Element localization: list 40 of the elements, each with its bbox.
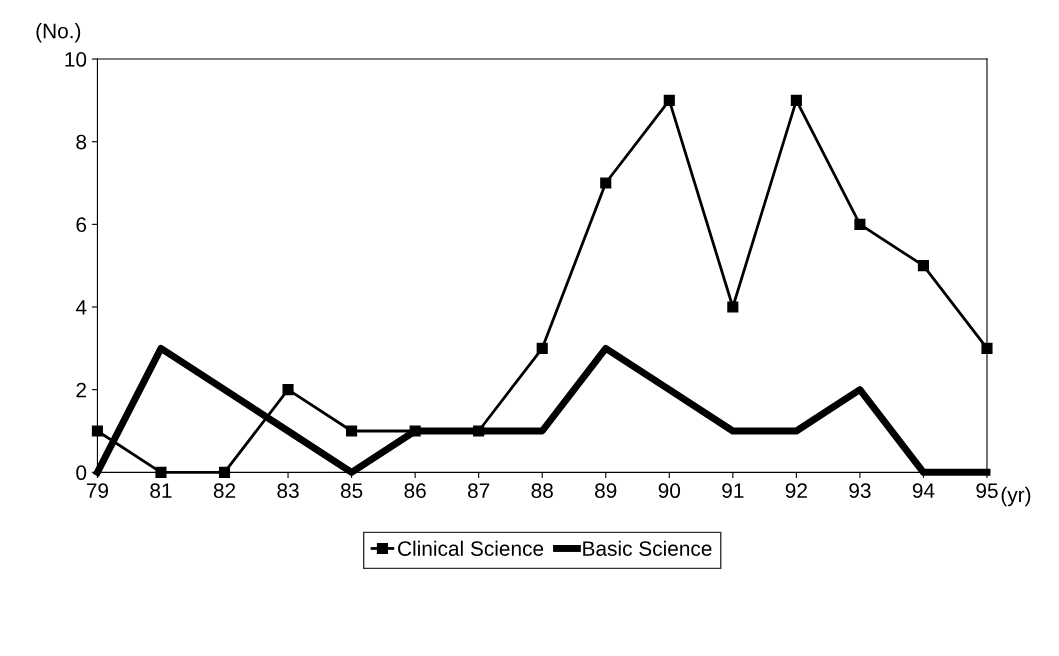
x-tick-label: 82 (213, 483, 236, 499)
point (600, 177, 612, 189)
point (790, 94, 802, 106)
point (854, 218, 866, 230)
point (409, 425, 421, 437)
y-tick-label: 6 (76, 217, 87, 233)
point (473, 425, 485, 437)
x-tick-label: 91 (722, 483, 744, 499)
x-tick-label: 86 (404, 483, 426, 499)
y-tick-label: 2 (76, 382, 86, 398)
x-tick-label: 90 (658, 483, 681, 499)
point (917, 260, 930, 272)
x-tick-label: 94 (912, 483, 935, 499)
point (536, 342, 548, 354)
y-tick-label: 10 (65, 52, 87, 67)
y-tick-label: 4 (75, 300, 87, 315)
x-tick-label: 89 (595, 483, 617, 499)
legend-label: Basic Science (583, 540, 712, 556)
point (727, 301, 739, 313)
legend-label: Clinical Science (398, 540, 544, 556)
point (981, 342, 993, 354)
point (282, 384, 294, 396)
x-tick-label: 83 (277, 483, 299, 499)
x-tick-label: 81 (150, 483, 172, 499)
y-tick-label: 0 (76, 465, 87, 481)
x-tick-label: 95 (976, 483, 998, 499)
x-tick-label: 85 (340, 483, 363, 499)
x-tick-label: 93 (849, 483, 871, 499)
y-tick-label: 8 (76, 134, 87, 150)
point (346, 425, 358, 437)
x-tick-label: 79 (86, 483, 109, 499)
x-tick-label: 87 (467, 483, 490, 499)
x-tick-label: 92 (785, 483, 807, 499)
x-tick-label: 88 (531, 483, 553, 499)
y-axis-title: (No.) (36, 23, 81, 43)
x-axis-title: (yr) (1001, 486, 1031, 507)
point (663, 94, 675, 106)
point (218, 466, 231, 478)
point (91, 425, 103, 437)
point (155, 466, 167, 478)
